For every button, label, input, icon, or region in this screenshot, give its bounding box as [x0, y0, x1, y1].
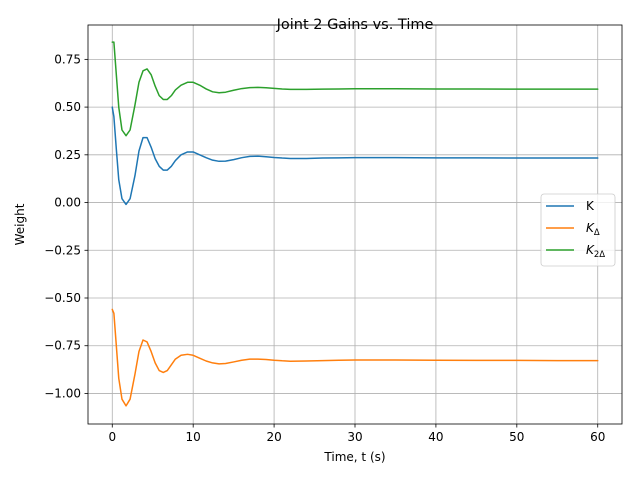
- y-tick-label: −0.25: [44, 243, 81, 257]
- x-tick-label: 30: [347, 430, 362, 444]
- x-tick-label: 60: [590, 430, 605, 444]
- x-tick-label: 20: [266, 430, 281, 444]
- series-line-1: [111, 106, 599, 206]
- series-line-3: [111, 41, 599, 137]
- y-tick-label: 0.50: [54, 100, 81, 114]
- series-line-2: [111, 308, 599, 407]
- grid: [88, 25, 622, 424]
- x-axis-label: Time, t (s): [323, 450, 385, 464]
- x-tick-label: 50: [509, 430, 524, 444]
- legend: K KΔ K2Δ: [540, 193, 616, 267]
- x-tick-label: 10: [186, 430, 201, 444]
- y-axis-label: Weight: [13, 203, 27, 245]
- y-tick-label: 0.00: [54, 196, 81, 210]
- y-tick-label: 0.25: [54, 148, 81, 162]
- legend-label: K2Δ: [586, 243, 605, 260]
- x-tick-label: 40: [428, 430, 443, 444]
- x-tick-label: 0: [108, 430, 116, 444]
- legend-label: KΔ: [586, 221, 600, 238]
- y-tick-label: 0.75: [54, 52, 81, 66]
- axes-ticks: 0 10 20 30 40 50 60 −1.00 −0.75 −0.50 −0.25 0.00 0.2…: [44, 52, 605, 444]
- y-tick-label: −0.50: [44, 291, 81, 305]
- chart-title: Joint 2 Gains vs. Time: [276, 17, 434, 33]
- legend-box: [540, 193, 616, 267]
- legend-label: K: [586, 199, 595, 213]
- y-tick-label: −0.75: [44, 339, 81, 353]
- series-layer: [111, 41, 599, 407]
- y-tick-label: −1.00: [44, 386, 81, 400]
